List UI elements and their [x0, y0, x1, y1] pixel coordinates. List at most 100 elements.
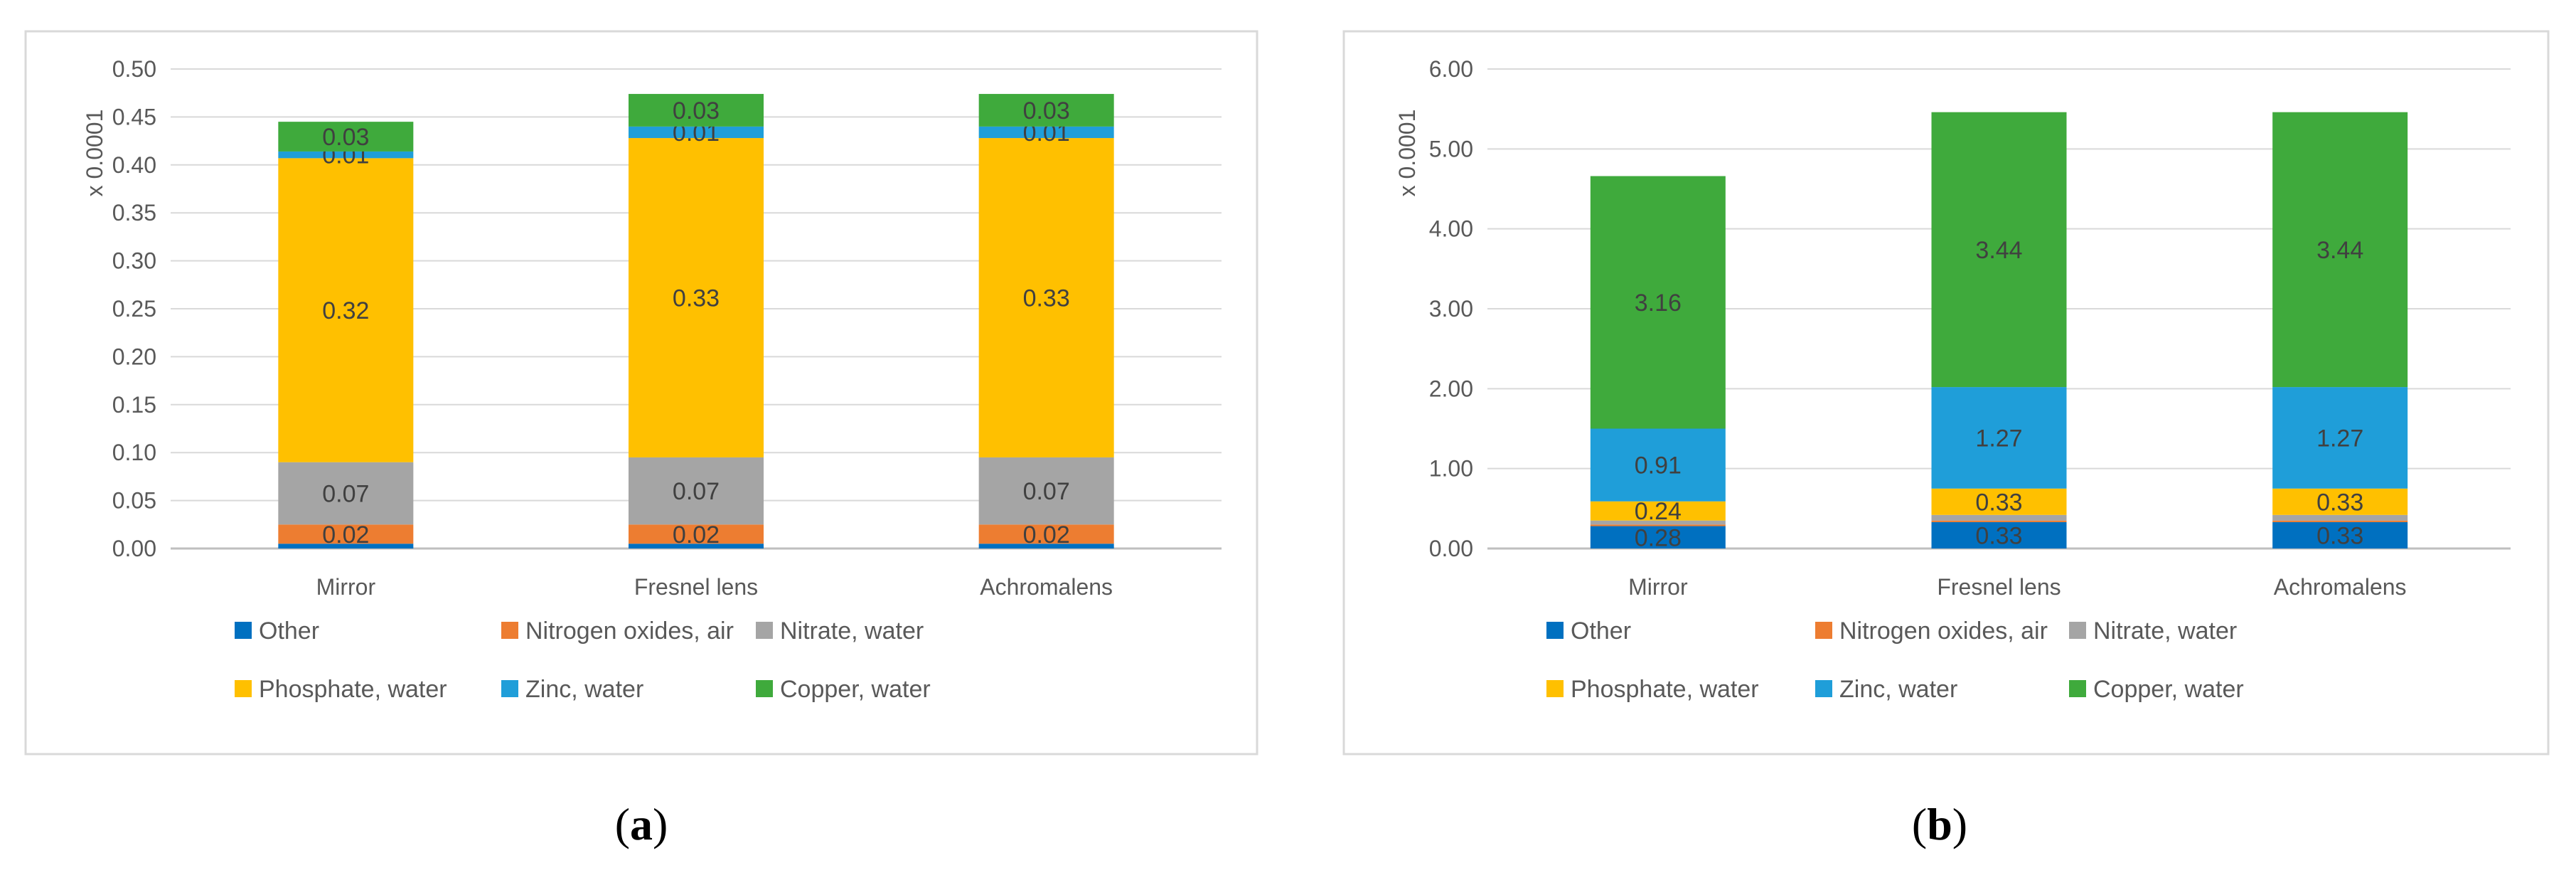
data-label-a: 0.02 — [673, 521, 720, 549]
data-label-b: 0.33 — [2316, 522, 2363, 549]
y-axis-label-b: x 0.0001 — [1394, 110, 1420, 197]
x-tick-label-b: Fresnel lens — [1937, 574, 2061, 600]
bar-segment-a — [629, 457, 764, 525]
bar-segment-b — [2272, 521, 2408, 549]
bar-segment-a — [629, 138, 764, 457]
legend-label-b: Nitrate, water — [2093, 618, 2237, 645]
bar-segment-b — [1590, 428, 1726, 502]
y-tick-label-a: 0.30 — [112, 248, 156, 274]
y-tick-label-b: 0.00 — [1429, 536, 1473, 561]
bar-segment-a — [278, 151, 414, 159]
y-axis-ticks-b: 0.00 1.00 2.00 3.00 4.00 5.00 6.00 — [1429, 56, 1473, 561]
legend-swatch-b — [2069, 680, 2086, 697]
y-tick-label-a: 0.10 — [112, 440, 156, 465]
legend-b: Other Nitrogen oxides, air Nitrate, water P… — [1546, 618, 2244, 703]
caption-letter-b: b — [1927, 799, 1952, 849]
data-label-a: 0.02 — [1023, 521, 1070, 549]
bar-segment-a — [278, 524, 414, 544]
data-label-a: 0.02 — [322, 521, 369, 549]
legend-label-a: Nitrate, water — [780, 618, 924, 645]
bar-segment-a — [978, 138, 1114, 457]
bar-segment-b — [1931, 514, 2067, 521]
bar-segment-b — [2272, 520, 2408, 522]
bar-segment-a — [278, 544, 414, 549]
bar-segment-b — [1590, 176, 1726, 429]
legend-swatch-a — [235, 680, 252, 697]
y-tick-label-a: 0.25 — [112, 296, 156, 322]
bar-segment-b — [1931, 387, 2067, 489]
legend-swatch-a — [235, 622, 252, 639]
bar-segment-a — [278, 462, 414, 525]
data-label-a: 0.07 — [322, 480, 369, 507]
y-tick-label-b: 4.00 — [1429, 216, 1473, 242]
bar-segment-a — [629, 544, 764, 549]
legend-label-b: Nitrogen oxides, air — [1839, 618, 2048, 645]
y-tick-label-a: 0.15 — [112, 392, 156, 418]
x-tick-label-b: Achromalens — [2274, 574, 2407, 600]
data-label-b: 0.33 — [1975, 522, 2022, 549]
caption-a: (a) — [615, 799, 668, 849]
data-label-a: 0.07 — [673, 478, 720, 505]
data-label-a: 0.33 — [673, 285, 720, 312]
y-axis-ticks-a: 0.00 0.05 0.10 0.15 0.20 0.25 0.30 0.35 0.40 0.45… — [112, 56, 156, 561]
legend-label-b: Zinc, water — [1839, 676, 1957, 703]
legend-swatch-a — [501, 622, 518, 639]
legend-swatch-b — [1546, 680, 1564, 697]
y-axis-label-a: x 0.0001 — [82, 110, 107, 197]
bar-segment-b — [1931, 112, 2067, 388]
bar-segment-b — [1590, 526, 1726, 549]
bar-segment-a — [978, 544, 1114, 549]
y-tick-label-a: 0.45 — [112, 104, 156, 129]
bar-segment-a — [629, 524, 764, 544]
data-label-a: 0.33 — [1023, 285, 1070, 312]
x-tick-label-a: Fresnel lens — [634, 574, 758, 600]
x-tick-label-b: Mirror — [1628, 574, 1688, 600]
legend-label-b: Phosphate, water — [1571, 676, 1759, 703]
chart-panel-a: 0.020.070.320.010.030.020.070.330.010.03… — [24, 30, 1258, 849]
y-tick-label-a: 0.50 — [112, 56, 156, 82]
legend-label-a: Other — [259, 618, 319, 645]
caption-letter-a: a — [630, 799, 653, 849]
legend-swatch-b — [2069, 622, 2086, 639]
bar-segment-b — [1590, 501, 1726, 521]
bar-segment-a — [978, 126, 1114, 139]
bar-segment-b — [2272, 112, 2408, 388]
data-label-b: 0.24 — [1635, 498, 1682, 525]
legend-label-a: Copper, water — [780, 676, 931, 703]
data-label-b: 0.28 — [1635, 524, 1682, 551]
data-label-a: 0.32 — [322, 297, 369, 324]
data-label-b: 1.27 — [2316, 425, 2363, 452]
y-tick-label-a: 0.05 — [112, 488, 156, 514]
caption-b: (b) — [1912, 799, 1967, 849]
bar-segment-a — [629, 126, 764, 139]
bar-segment-a — [278, 158, 414, 462]
y-tick-label-a: 0.40 — [112, 152, 156, 178]
data-label-b: 0.91 — [1635, 452, 1682, 479]
legend-swatch-b — [1546, 622, 1564, 639]
legend-label-b: Other — [1571, 618, 1631, 645]
legend-a: Other Nitrogen oxides, air Nitrate, water P… — [235, 618, 931, 703]
y-tick-label-b: 3.00 — [1429, 296, 1473, 322]
data-label-a: 0.03 — [673, 97, 720, 124]
data-label-b: 0.33 — [2316, 489, 2363, 516]
y-tick-label-b: 5.00 — [1429, 136, 1473, 161]
chart-panel-b: 0.280.24 0.91 3.16 0.33 0.33 1.27 3.44 0.33 0.33… — [1342, 30, 2550, 849]
bar-segment-b — [2272, 387, 2408, 489]
data-label-b: 3.44 — [1975, 237, 2022, 264]
y-tick-label-a: 0.35 — [112, 200, 156, 226]
bar-segment-a — [978, 524, 1114, 544]
bar-segment-a — [629, 94, 764, 127]
data-label-a: 0.03 — [322, 124, 369, 151]
bar-segment-b — [1931, 521, 2067, 549]
bar-segment-b — [1590, 524, 1726, 526]
data-label-b: 3.16 — [1635, 290, 1682, 317]
data-label-a: 0.03 — [1023, 97, 1070, 124]
legend-label-a: Nitrogen oxides, air — [525, 618, 734, 645]
bar-segment-b — [1931, 520, 2067, 522]
bars-a: 0.020.070.320.010.030.020.070.330.010.03… — [278, 94, 1114, 549]
bar-segment-b — [1590, 520, 1726, 525]
legend-swatch-b — [1815, 622, 1832, 639]
legend-swatch-b — [1815, 680, 1832, 697]
legend-label-a: Phosphate, water — [259, 676, 447, 703]
